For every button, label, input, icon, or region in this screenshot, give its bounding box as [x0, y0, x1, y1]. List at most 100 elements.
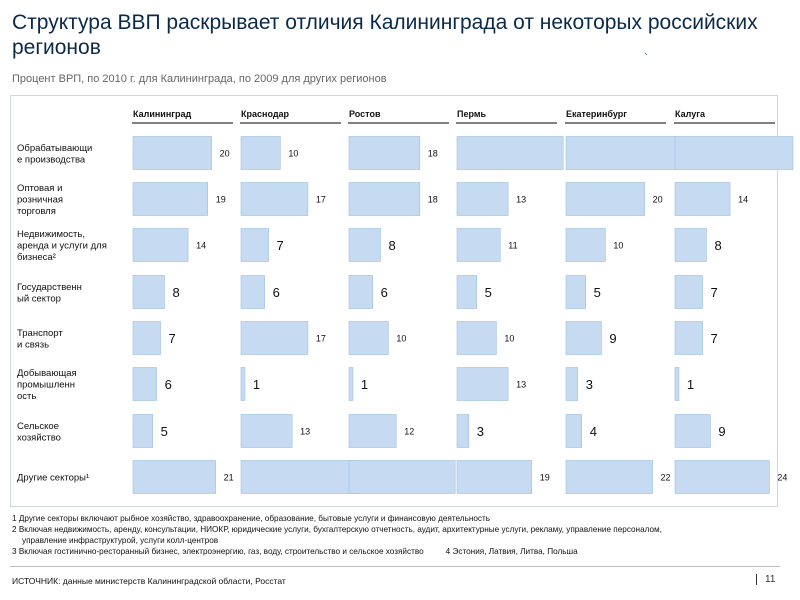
column-header-4: Пермь	[457, 109, 487, 119]
bar-value-label: 10	[288, 149, 298, 159]
bar-value-label: 4	[590, 424, 597, 439]
bar-value-label: 7	[711, 331, 718, 346]
bar-value-label: 21	[224, 473, 234, 483]
column-header-5: Екатеринбург	[566, 109, 627, 119]
bar-value-label: 1	[253, 377, 260, 392]
column-header-6: Калуга	[675, 109, 706, 119]
bar	[348, 228, 381, 262]
bar-value-label: 5	[485, 285, 492, 300]
category-label: торговля	[17, 206, 56, 217]
category-label: Сельское	[17, 421, 59, 432]
bar-value-label: 9	[609, 331, 616, 346]
column-header-2: Краснодар	[241, 109, 290, 119]
footnote-2: 2 Включая недвижимость, аренду, консульт…	[12, 525, 662, 534]
bar	[132, 367, 157, 401]
bar	[132, 414, 153, 448]
bar	[674, 367, 680, 401]
bar-value-label: 14	[738, 195, 748, 205]
bar-value-label: 7	[711, 285, 718, 300]
bar-value-label: 10	[504, 334, 514, 344]
footnote-2-continued: управление инфраструктурой, услуги колл-…	[22, 536, 219, 545]
bar-value-label: 18	[428, 149, 438, 159]
bar	[674, 321, 703, 355]
bar	[674, 182, 731, 216]
category-label: промышленн	[17, 380, 75, 391]
bar-value-label: 8	[714, 238, 721, 253]
bar	[565, 367, 579, 401]
bar-value-label: 5	[594, 285, 601, 300]
bar-value-label: 8	[172, 285, 179, 300]
bar	[348, 367, 354, 401]
bar	[132, 460, 216, 494]
bar	[565, 321, 602, 355]
bar	[565, 275, 586, 309]
bar	[240, 460, 360, 494]
bar-value-label: 13	[516, 195, 526, 205]
bar	[240, 321, 309, 355]
page-title: Структура ВВП раскрывает отличия Калинин…	[12, 11, 758, 59]
bar-value-label: 9	[718, 424, 725, 439]
category-label: аренда и услуги для	[17, 241, 107, 252]
footer-divider	[10, 566, 780, 567]
category-label: бизнеса²	[17, 252, 56, 263]
category-label: Оптовая и	[17, 183, 62, 194]
bar-value-label: 12	[404, 427, 414, 437]
bar	[456, 136, 564, 170]
bar-value-label: 24	[777, 473, 787, 483]
bar	[565, 414, 583, 448]
bar	[456, 228, 501, 262]
category-label: и связь	[17, 339, 49, 350]
bar-value-label: 8	[388, 238, 395, 253]
footnote-3-4-line: 3 Включая гостинично-ресторанный бизнес,…	[12, 546, 782, 557]
bar-value-label: 17	[316, 195, 326, 205]
bar-value-label: 10	[613, 241, 623, 251]
category-label: Обрабатывающи	[17, 143, 92, 154]
bar	[132, 321, 161, 355]
footnote-4: 4 Эстония, Латвия, Литва, Польша	[445, 547, 578, 556]
category-label: Другие секторы¹	[17, 473, 89, 484]
bar	[674, 228, 707, 262]
bar-value-label: 7	[277, 238, 284, 253]
bar	[348, 321, 389, 355]
bar-value-label: 3	[477, 424, 484, 439]
bar-value-label: 10	[396, 334, 406, 344]
decorative-mark: `	[644, 51, 648, 65]
bar-value-label: 14	[196, 241, 206, 251]
bar	[456, 182, 509, 216]
bar	[240, 182, 309, 216]
category-label: ый сектор	[17, 293, 61, 304]
bar	[565, 136, 677, 170]
bar	[132, 275, 165, 309]
bar	[240, 228, 269, 262]
bar	[348, 460, 456, 494]
footnote-3: 3 Включая гостинично-ресторанный бизнес,…	[12, 547, 424, 556]
bar-value-label: 13	[516, 380, 526, 390]
bar	[674, 136, 794, 170]
bar	[674, 275, 703, 309]
column-header-1: Калининград	[133, 109, 192, 119]
sector-structure-chart: Калининград Краснодар Ростов Пермь Екатеринб…	[17, 109, 794, 494]
column-header-3: Ростов	[349, 109, 381, 119]
chart-subtitle: Процент ВРП, по 2010 г. для Калининграда…	[12, 73, 387, 85]
footnotes: 1 Другие секторы включают рыбное хозяйст…	[12, 513, 782, 557]
source-note: ИСТОЧНИК: данные министерств Калининград…	[12, 576, 286, 586]
footnote-1: 1 Другие секторы включают рыбное хозяйст…	[12, 514, 491, 523]
bar-value-label: 17	[316, 334, 326, 344]
chart-panel	[10, 95, 778, 507]
bar-value-label: 3	[586, 377, 593, 392]
bar	[456, 460, 533, 494]
bar	[456, 275, 477, 309]
bar	[240, 275, 265, 309]
category-label: ость	[17, 391, 36, 402]
bar-value-label: 6	[381, 285, 388, 300]
bar-value-label: 7	[169, 331, 176, 346]
bar-value-label: 5	[161, 424, 168, 439]
bar	[348, 182, 421, 216]
bar	[240, 367, 246, 401]
category-label: е производства	[17, 154, 86, 165]
bar	[348, 136, 421, 170]
bar	[348, 275, 373, 309]
bar	[456, 367, 509, 401]
bar	[348, 414, 397, 448]
bar	[240, 414, 293, 448]
